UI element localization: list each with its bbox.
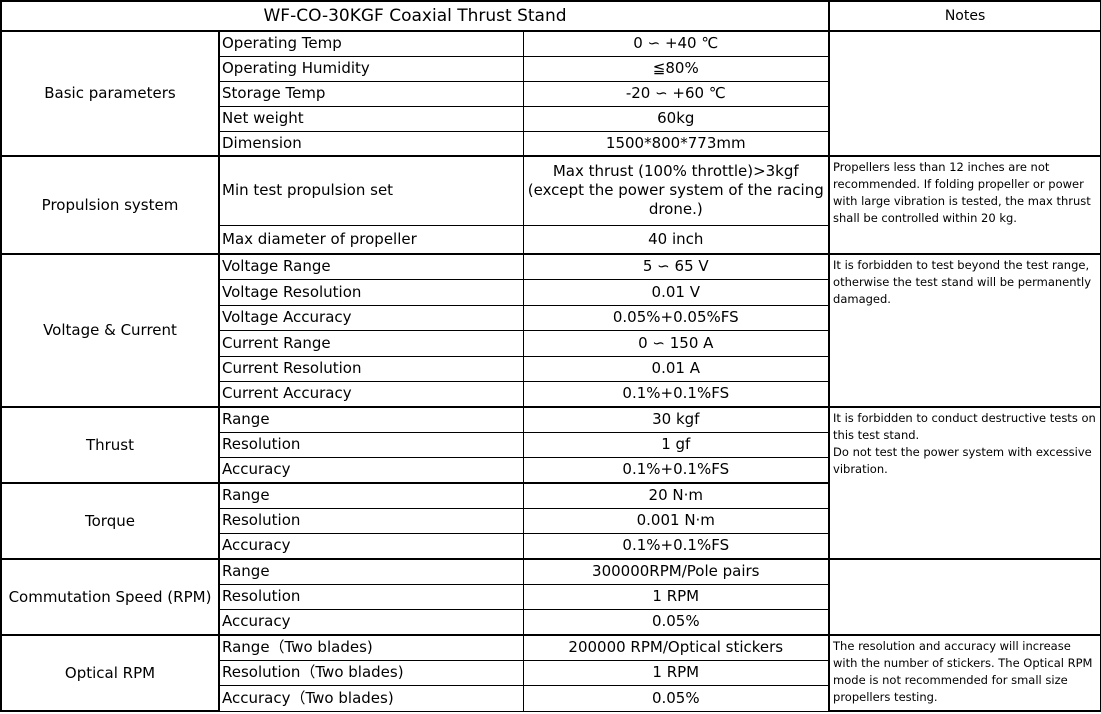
param-name: Resolution (218, 583, 524, 610)
group-label: Thrust (0, 406, 220, 484)
table-row: Thrust Range 30 kgf It is forbidden to cond… (0, 406, 1101, 560)
table-row: Accuracy 0.1%+0.1%FS (1, 456, 1101, 484)
table-row: Voltage Resolution 0.01 V (1, 278, 1101, 306)
table-row: Propulsion system Min test propulsion set… (0, 155, 1101, 255)
param-name: Resolution (218, 507, 524, 534)
param-value: 300000RPM/Pole pairs (522, 558, 830, 585)
param-value: 0.1%+0.1%FS (522, 532, 830, 560)
param-value: 0.05%+0.05%FS (522, 304, 830, 331)
param-name: Min test propulsion set (218, 155, 524, 226)
param-name: Current Accuracy (218, 380, 524, 408)
group-label: Optical RPM (0, 634, 220, 712)
param-name: Operating Humidity (218, 55, 524, 82)
param-name: Accuracy (218, 608, 524, 636)
table-row: Max diameter of propeller 40 inch (1, 224, 1101, 255)
param-name: Range (218, 482, 524, 509)
param-name: Dimension (218, 130, 524, 157)
table-row: Optical RPM Range（Two blades) 200000 RPM/O… (0, 634, 1101, 712)
group-label: Torque (0, 482, 220, 560)
param-value: -20 ∽ +60 ℃ (522, 80, 830, 107)
param-value: 0.001 N·m (522, 507, 830, 534)
table-row: Accuracy 0.1%+0.1%FS (1, 532, 1101, 560)
table-row: Torque Range 20 N·m (0, 482, 1101, 560)
table-row: Voltage Accuracy 0.05%+0.05%FS (1, 304, 1101, 331)
param-name: Operating Temp (218, 30, 524, 57)
group-label: Voltage & Current (0, 253, 220, 408)
table-row: Storage Temp -20 ∽ +60 ℃ (1, 80, 1101, 107)
table-title: WF-CO-30KGF Coaxial Thrust Stand (0, 0, 831, 32)
param-name: Voltage Accuracy (218, 304, 524, 331)
param-name: Accuracy (218, 532, 524, 560)
param-value: 20 N·m (522, 482, 830, 509)
param-name: Range (218, 406, 524, 433)
param-name: Max diameter of propeller (218, 224, 524, 255)
param-value: 5 ∽ 65 V (522, 253, 830, 280)
table-row: Resolution 0.001 N·m (1, 507, 1101, 534)
table-row: Current Resolution 0.01 A (1, 355, 1101, 382)
param-value: 30 kgf (522, 406, 830, 433)
notes-header: Notes (828, 0, 1101, 32)
param-name: Range (218, 558, 524, 585)
table-row: Resolution 1 RPM (1, 583, 1101, 610)
param-value: 1 RPM (522, 583, 830, 610)
table-row: Voltage & Current Voltage Range 5 ∽ 65 V It… (0, 253, 1101, 408)
table-row: Basic parameters Operating Temp 0 ∽ +40 ℃ (0, 30, 1101, 157)
param-name: Resolution (218, 431, 524, 458)
param-name: Current Resolution (218, 355, 524, 382)
param-name: Net weight (218, 105, 524, 132)
table-row: Current Accuracy 0.1%+0.1%FS (1, 380, 1101, 408)
param-value: 0 ∽ 150 A (522, 329, 830, 357)
note-cell (828, 30, 1101, 157)
note-cell: It is forbidden to conduct destructive t… (828, 406, 1101, 560)
group-label: Propulsion system (0, 155, 220, 255)
group-label: Basic parameters (0, 30, 220, 157)
param-value: Max thrust (100% throttle)>3kgf (except … (522, 155, 830, 226)
param-value: 0.01 A (522, 355, 830, 382)
param-value: 200000 RPM/Optical stickers (522, 634, 830, 661)
param-value: 0.05% (522, 608, 830, 636)
param-value: 60kg (522, 105, 830, 132)
param-name: Current Range (218, 329, 524, 357)
param-value: 0.1%+0.1%FS (522, 456, 830, 484)
param-value: 0.01 V (522, 278, 830, 306)
param-name: Range（Two blades) (218, 634, 524, 661)
header-row: WF-CO-30KGF Coaxial Thrust Stand Notes (0, 0, 1101, 32)
param-value: 1 gf (522, 431, 830, 458)
param-value: 40 inch (522, 224, 830, 255)
param-value: 1500*800*773mm (522, 130, 830, 157)
table-row: Commutation Speed (RPM) Range 300000RPM/Po… (0, 558, 1101, 636)
note-cell: The resolution and accuracy will increas… (828, 634, 1101, 712)
group-label: Commutation Speed (RPM) (0, 558, 220, 636)
param-name: Accuracy（Two blades) (218, 684, 524, 712)
table-row: Current Range 0 ∽ 150 A (1, 329, 1101, 357)
param-name: Resolution（Two blades) (218, 659, 524, 686)
table-row: Dimension 1500*800*773mm (1, 130, 1101, 157)
table-row: Accuracy（Two blades) 0.05% (1, 684, 1101, 712)
param-name: Accuracy (218, 456, 524, 484)
param-name: Storage Temp (218, 80, 524, 107)
table-row: Net weight 60kg (1, 105, 1101, 132)
param-name: Voltage Range (218, 253, 524, 280)
param-value: 0.1%+0.1%FS (522, 380, 830, 408)
note-cell: Propellers less than 12 inches are not r… (828, 155, 1101, 255)
param-value: 0 ∽ +40 ℃ (522, 30, 830, 57)
param-value: ≦80% (522, 55, 830, 82)
param-value: 0.05% (522, 684, 830, 712)
param-value: 1 RPM (522, 659, 830, 686)
note-cell: It is forbidden to test beyond the test … (828, 253, 1101, 408)
table-row: Operating Humidity ≦80% (1, 55, 1101, 82)
param-name: Voltage Resolution (218, 278, 524, 306)
note-cell (828, 558, 1101, 636)
